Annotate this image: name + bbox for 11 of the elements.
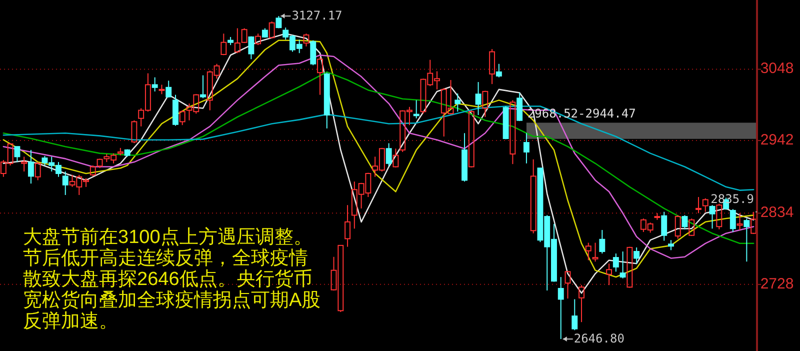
annotation: 2835.9 xyxy=(710,192,754,206)
y-tick-label: 2728 xyxy=(760,275,794,292)
y-tick-label: 2942 xyxy=(760,132,794,149)
note: 大盘节前在3100点上方遇压调整。节后低开高走连续反弹，全球疫情散致大盘再探2646低点。央行货币宽松货向叠加全球疫情拐点可期A股反弹加速。 xyxy=(23,227,322,332)
y-tick-label: 3048 xyxy=(760,60,794,78)
annotation: 2646.80 xyxy=(562,331,624,346)
annotation: 3127.17 xyxy=(280,8,342,22)
y-tick-label: 2834 xyxy=(760,204,794,222)
annotation: 2835.9 xyxy=(710,192,758,212)
annotation: 3127.17 xyxy=(292,8,342,22)
annotation: 2646.80 xyxy=(574,331,624,346)
